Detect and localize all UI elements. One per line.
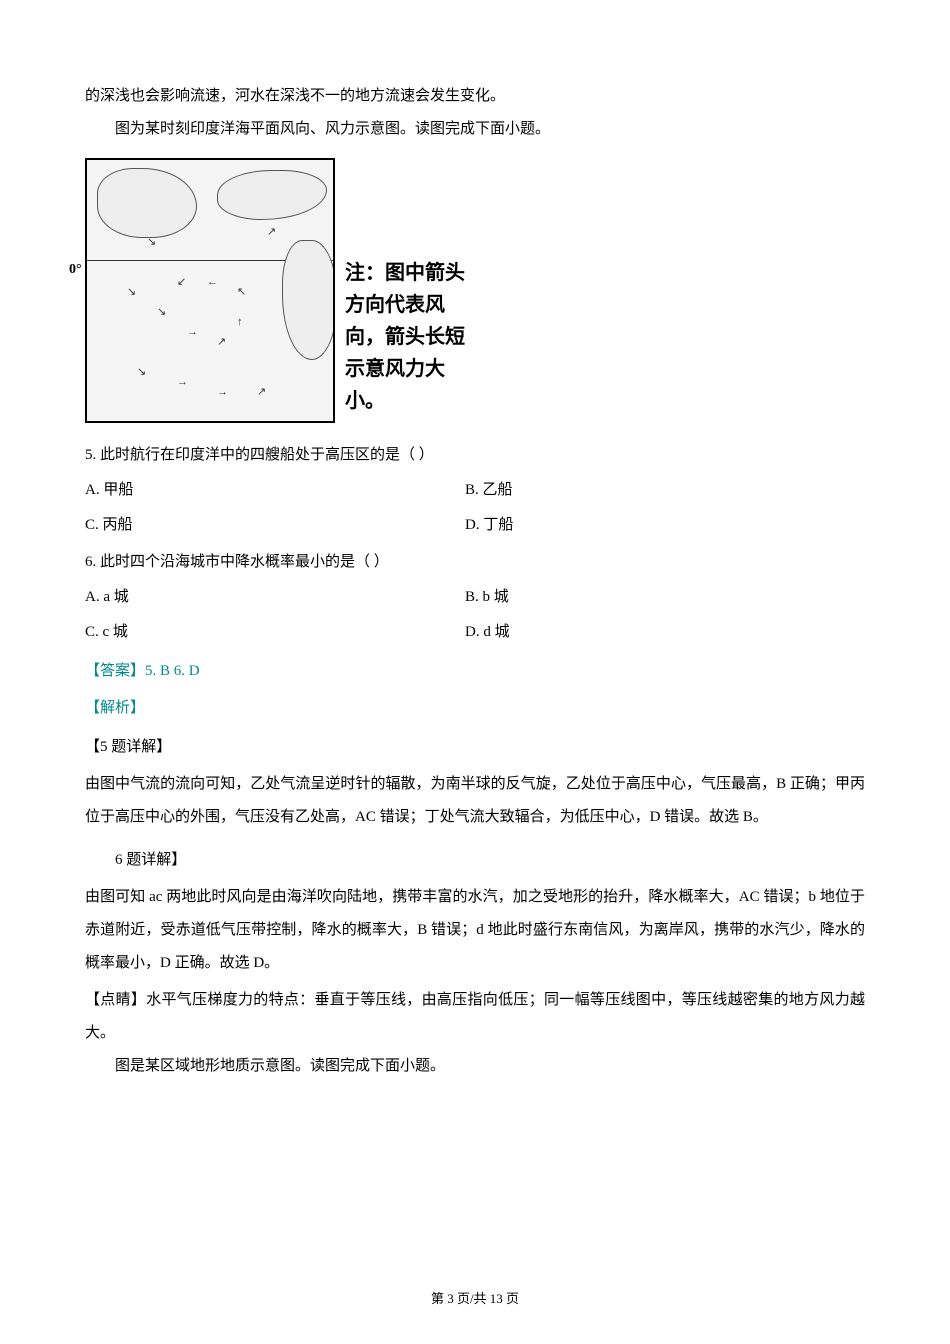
q6-optA: A. a 城	[85, 581, 465, 614]
analysis-label: 【解析】	[85, 692, 865, 725]
next-caption: 图是某区域地形地质示意图。读图完成下面小题。	[85, 1050, 865, 1083]
wind-arrow-icon: ↘	[127, 280, 136, 304]
wind-arrow-icon: ↗	[217, 330, 226, 354]
answer-line: 【答案】5. B 6. D	[85, 655, 865, 688]
detail6-text: 由图可知 ac 两地此时风向是由海洋吹向陆地，携带丰富的水汽，加之受地形的抬升，…	[85, 881, 865, 980]
map-image: 0° ↘ ↘ → ↗ ↑ ↖ ← ↙ ↘ → → ↗ ↗ ↘	[85, 158, 335, 423]
q6-options-row1: A. a 城 B. b 城	[85, 581, 865, 614]
q6-options-row2: C. c 城 D. d 城	[85, 616, 865, 649]
wind-arrow-icon: →	[177, 370, 188, 394]
wind-arrow-icon: ↘	[157, 300, 166, 324]
detail5-label: 【5 题详解】	[85, 731, 865, 764]
wind-arrow-icon: ↙	[177, 270, 186, 294]
q6-optD: D. d 城	[465, 616, 510, 649]
wind-arrow-icon: ↑	[237, 310, 243, 334]
q5-optD: D. 丁船	[465, 509, 513, 542]
wind-arrow-icon: →	[217, 380, 228, 404]
page-footer: 第 3 页/共 13 页	[0, 1285, 950, 1314]
landmass-2	[217, 170, 327, 220]
detail6-label: 6 题详解】	[85, 844, 865, 877]
map-zero-label: 0°	[69, 255, 82, 286]
detail5-text: 由图中气流的流向可知，乙处气流呈逆时针的辐散，为南半球的反气旋，乙处位于高压中心…	[85, 768, 865, 834]
intro-continuation: 的深浅也会影响流速，河水在深浅不一的地方流速会发生变化。	[85, 80, 865, 113]
tip-text: 【点睛】水平气压梯度力的特点：垂直于等压线，由高压指向低压；同一幅等压线图中，等…	[85, 984, 865, 1050]
figure-row: 0° ↘ ↘ → ↗ ↑ ↖ ← ↙ ↘ → → ↗ ↗ ↘ 注：图中箭头方向代…	[85, 158, 865, 423]
wind-arrow-icon: ↗	[257, 380, 266, 404]
landmass-1	[97, 168, 197, 238]
wind-arrow-icon: ↗	[267, 220, 276, 244]
q5-stem: 5. 此时航行在印度洋中的四艘船处于高压区的是（ ）	[85, 439, 865, 472]
figure-caption: 图为某时刻印度洋海平面风向、风力示意图。读图完成下面小题。	[85, 113, 865, 146]
q5-optA: A. 甲船	[85, 474, 465, 507]
landmass-3	[282, 240, 333, 360]
q6-optB: B. b 城	[465, 581, 509, 614]
q5-options-row1: A. 甲船 B. 乙船	[85, 474, 865, 507]
wind-arrow-icon: ↘	[147, 230, 156, 254]
q5-options-row2: C. 丙船 D. 丁船	[85, 509, 865, 542]
q6-optC: C. c 城	[85, 616, 465, 649]
map-inner: ↘ ↘ → ↗ ↑ ↖ ← ↙ ↘ → → ↗ ↗ ↘	[87, 160, 333, 421]
wind-arrow-icon: ←	[207, 270, 218, 294]
q5-optB: B. 乙船	[465, 474, 513, 507]
wind-arrow-icon: →	[187, 320, 198, 344]
q6-stem: 6. 此时四个沿海城市中降水概率最小的是（ ）	[85, 546, 865, 579]
wind-arrow-icon: ↖	[237, 280, 246, 304]
q5-optC: C. 丙船	[85, 509, 465, 542]
map-note: 注：图中箭头方向代表风向，箭头长短示意风力大小。	[345, 257, 475, 423]
wind-arrow-icon: ↘	[137, 360, 146, 384]
